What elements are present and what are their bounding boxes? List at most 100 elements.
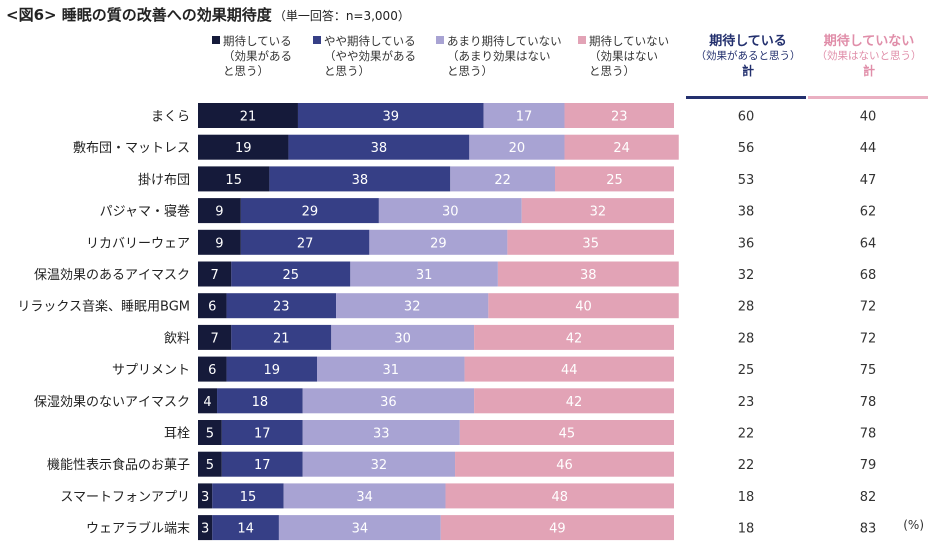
bar-value-not-much-expect-7: 30 xyxy=(394,331,411,346)
bar-not-much-expect-1 xyxy=(469,134,565,160)
category-label-4: リカバリーウェア xyxy=(86,236,190,251)
total-not-expect-2: 47 xyxy=(860,173,877,188)
bar-somewhat-expect-5 xyxy=(231,261,351,287)
summary-header-not-expect: 期待していない （効果はないと思う） 計 xyxy=(810,34,928,79)
bar-value-expect-8: 6 xyxy=(208,363,216,378)
total-expect-9: 23 xyxy=(738,395,755,410)
total-not-expect-4: 64 xyxy=(860,236,877,251)
total-not-expect-6: 72 xyxy=(860,300,877,315)
total-expect-8: 25 xyxy=(738,363,755,378)
bar-value-expect-13: 3 xyxy=(201,522,209,537)
legend-swatch-not-expect xyxy=(578,36,586,44)
bar-value-not-expect-4: 35 xyxy=(582,236,599,251)
bar-somewhat-expect-10 xyxy=(221,420,303,445)
total-not-expect-12: 82 xyxy=(860,490,877,505)
legend-note-somewhat-expect-1: （やや効果がある xyxy=(324,49,416,63)
bar-value-not-much-expect-10: 33 xyxy=(373,427,390,442)
category-label-8: サプリメント xyxy=(112,363,190,378)
bar-value-not-expect-11: 46 xyxy=(556,458,573,473)
bar-expect-5 xyxy=(198,261,232,287)
legend-swatch-somewhat-expect xyxy=(313,36,321,44)
bar-not-expect-11 xyxy=(455,451,674,477)
bar-value-not-much-expect-8: 31 xyxy=(383,363,400,378)
legend-swatch-not-much-expect xyxy=(436,36,444,44)
bar-value-somewhat-expect-9: 18 xyxy=(252,395,269,410)
bar-value-expect-10: 5 xyxy=(206,427,214,442)
legend-item-not-much-expect: あまり期待していない （あまり効果はない と思う） xyxy=(436,34,562,79)
total-not-expect-13: 83 xyxy=(860,522,877,537)
category-label-12: スマートフォンアプリ xyxy=(60,490,190,505)
bar-not-expect-1 xyxy=(564,134,679,160)
summary-header-expect-total: 計 xyxy=(741,64,754,78)
bar-value-somewhat-expect-4: 27 xyxy=(297,236,314,251)
bar-somewhat-expect-9 xyxy=(217,388,303,414)
total-not-expect-11: 79 xyxy=(860,458,877,473)
bar-not-much-expect-6 xyxy=(336,293,489,319)
category-label-0: まくら xyxy=(151,110,190,125)
category-label-13: ウェアラブル端末 xyxy=(86,521,190,537)
bar-value-somewhat-expect-11: 17 xyxy=(254,458,271,473)
category-label-7: 飲料 xyxy=(164,330,190,346)
total-expect-12: 18 xyxy=(738,490,755,505)
bar-value-not-much-expect-5: 31 xyxy=(416,268,433,283)
legend-item-somewhat-expect: やや期待している （やや効果がある と思う） xyxy=(313,34,416,79)
bar-value-not-much-expect-0: 17 xyxy=(516,110,533,125)
bar-somewhat-expect-6 xyxy=(226,293,337,319)
legend-note-not-expect-2: と思う） xyxy=(589,64,635,78)
bar-value-not-expect-0: 23 xyxy=(611,110,628,125)
bar-value-somewhat-expect-5: 25 xyxy=(283,268,300,283)
total-expect-7: 28 xyxy=(738,331,755,346)
bar-not-much-expect-11 xyxy=(302,451,456,477)
total-expect-4: 36 xyxy=(738,236,755,251)
bar-somewhat-expect-1 xyxy=(288,134,470,160)
bar-value-not-much-expect-9: 36 xyxy=(380,395,397,410)
bar-somewhat-expect-2 xyxy=(269,166,451,192)
total-expect-0: 60 xyxy=(738,110,755,125)
bar-expect-13 xyxy=(198,515,213,541)
total-not-expect-7: 72 xyxy=(860,331,877,346)
bar-value-not-much-expect-3: 30 xyxy=(442,205,459,220)
bar-not-expect-4 xyxy=(507,229,674,255)
bar-not-much-expect-9 xyxy=(302,388,475,414)
bar-value-not-expect-8: 44 xyxy=(561,363,578,378)
bar-not-much-expect-13 xyxy=(278,515,441,541)
bar-value-not-expect-10: 45 xyxy=(559,427,576,442)
legend-note-expect-1: （効果がある xyxy=(223,49,292,63)
bar-not-expect-10 xyxy=(459,420,674,445)
total-expect-11: 22 xyxy=(738,458,755,473)
bar-not-much-expect-10 xyxy=(302,420,460,445)
total-not-expect-10: 78 xyxy=(860,427,877,442)
bar-value-expect-1: 19 xyxy=(235,141,252,156)
bar-not-expect-13 xyxy=(440,515,674,541)
bar-value-not-much-expect-2: 22 xyxy=(494,173,511,188)
bar-value-somewhat-expect-8: 19 xyxy=(264,363,281,378)
bar-value-not-much-expect-12: 34 xyxy=(356,490,373,505)
bar-somewhat-expect-13 xyxy=(212,515,279,541)
total-not-expect-3: 62 xyxy=(860,205,877,220)
bar-value-not-expect-12: 48 xyxy=(551,490,568,505)
bar-expect-9 xyxy=(198,388,218,414)
bar-value-expect-12: 3 xyxy=(201,490,209,505)
bar-value-somewhat-expect-0: 39 xyxy=(383,110,400,125)
legend-note-not-much-expect-2: と思う） xyxy=(447,64,493,78)
total-expect-6: 28 xyxy=(738,300,755,315)
bar-value-not-much-expect-1: 20 xyxy=(509,141,526,156)
summary-header-not-expect-note: （効果はないと思う） xyxy=(816,50,922,62)
bar-not-expect-9 xyxy=(474,388,674,414)
unit-label: (%) xyxy=(903,518,924,532)
total-expect-3: 38 xyxy=(738,205,755,220)
bar-value-expect-0: 21 xyxy=(240,110,257,125)
bar-value-somewhat-expect-6: 23 xyxy=(273,300,290,315)
bar-not-expect-12 xyxy=(445,483,674,509)
legend-label-not-much-expect: あまり期待していない xyxy=(447,34,562,48)
bar-value-expect-6: 6 xyxy=(208,300,216,315)
bar-value-somewhat-expect-13: 14 xyxy=(237,522,254,537)
bar-not-expect-5 xyxy=(497,261,679,287)
category-label-10: 耳栓 xyxy=(164,427,190,442)
bar-value-not-expect-7: 42 xyxy=(566,331,583,346)
summary-header-expect: 期待している （効果があると思う） 計 xyxy=(688,34,808,79)
bar-value-not-expect-6: 40 xyxy=(575,300,592,315)
bar-value-expect-2: 15 xyxy=(225,173,242,188)
legend-note-not-much-expect-1: （あまり効果はない xyxy=(447,49,551,63)
